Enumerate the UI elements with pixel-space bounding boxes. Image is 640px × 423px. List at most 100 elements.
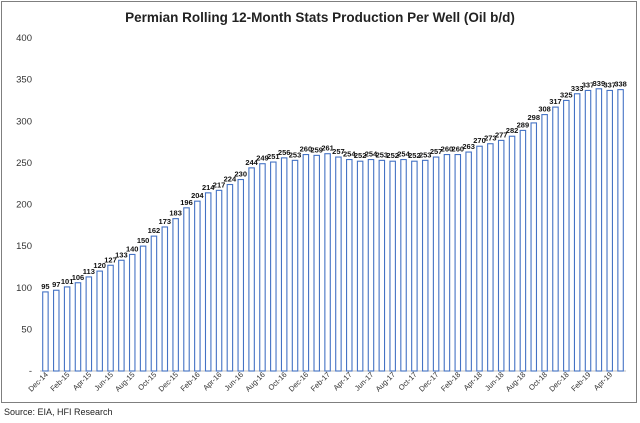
bar <box>335 156 342 372</box>
y-tick-label: 200 <box>16 200 32 211</box>
bar <box>497 139 505 372</box>
bar <box>530 122 538 372</box>
bar <box>421 159 429 372</box>
bar <box>204 192 212 372</box>
data-label: 282 <box>506 126 519 135</box>
x-tick-label: Feb-15 <box>48 370 71 393</box>
data-label: 338 <box>614 80 627 89</box>
data-label: 308 <box>538 105 551 114</box>
data-label: 256 <box>278 148 291 157</box>
chart-frame: Permian Rolling 12-Month Stats Productio… <box>1 1 637 403</box>
bar <box>172 218 179 372</box>
y-tick-label: 150 <box>16 241 32 252</box>
data-label: 333 <box>571 84 584 93</box>
bar <box>541 114 548 372</box>
bar <box>508 135 516 372</box>
bar <box>356 160 364 372</box>
x-tick-label: Jun-18 <box>483 370 506 393</box>
data-label: 244 <box>245 158 258 167</box>
data-label: 254 <box>397 150 410 159</box>
bar <box>215 189 223 372</box>
data-label: 214 <box>202 183 215 192</box>
data-label: 217 <box>213 180 226 189</box>
data-label: 260 <box>441 145 454 154</box>
bar <box>389 160 396 372</box>
data-label: 252 <box>408 151 421 160</box>
data-label: 97 <box>52 280 60 289</box>
data-label: 224 <box>224 175 237 184</box>
x-tick-label: Dec-18 <box>547 370 570 393</box>
bar <box>519 129 527 372</box>
data-label: 261 <box>321 144 334 153</box>
bar <box>465 151 472 372</box>
bar <box>53 289 60 372</box>
bar <box>302 154 310 372</box>
data-label: 127 <box>104 255 117 264</box>
data-label: 254 <box>365 150 378 159</box>
bar <box>606 89 613 372</box>
y-tick-label: 250 <box>16 158 32 169</box>
bar <box>161 226 169 372</box>
data-label: 252 <box>354 151 367 160</box>
data-label: 251 <box>267 152 280 161</box>
y-tick-label: 400 <box>16 33 32 44</box>
bar <box>595 88 603 372</box>
data-label: 339 <box>593 79 606 88</box>
data-label: 133 <box>115 250 128 259</box>
x-tick-label: Apr-15 <box>71 370 93 392</box>
data-label: 263 <box>462 142 475 151</box>
x-tick-label: Feb-18 <box>439 370 462 393</box>
bar <box>85 276 93 372</box>
data-label: 253 <box>289 150 302 159</box>
x-tick-label: Feb-17 <box>309 370 332 393</box>
x-tick-label: Aug-15 <box>113 370 136 393</box>
x-tick-label: Dec-16 <box>287 370 310 393</box>
y-tick-label: 50 <box>21 324 32 335</box>
x-tick-label: Jun-16 <box>223 370 246 393</box>
x-tick-label: Apr-16 <box>201 370 223 392</box>
data-label: 140 <box>126 244 139 253</box>
bar <box>128 253 136 372</box>
data-label: 337 <box>603 80 616 89</box>
bar <box>367 158 375 372</box>
x-tick-label: Feb-19 <box>569 370 592 393</box>
data-label: 259 <box>310 145 323 154</box>
bar <box>400 158 407 372</box>
x-tick-label: Aug-16 <box>243 370 266 393</box>
bar <box>617 89 624 372</box>
chart-title: Permian Rolling 12-Month Stats Productio… <box>125 10 515 25</box>
bar <box>118 259 125 372</box>
x-tick-label: Feb-16 <box>179 370 202 393</box>
bar <box>150 235 158 372</box>
data-label: 101 <box>61 277 74 286</box>
data-label: 106 <box>72 273 85 282</box>
data-label: 253 <box>376 150 389 159</box>
data-label: 204 <box>191 191 204 200</box>
bar <box>280 157 288 372</box>
bar <box>194 200 201 372</box>
data-label: 325 <box>560 90 573 99</box>
data-label: 95 <box>41 282 49 291</box>
data-label: 183 <box>169 209 182 218</box>
source-note: Source: EIA, HFI Research <box>4 407 113 417</box>
x-tick-label: Dec-15 <box>157 370 180 393</box>
y-tick-label: - <box>29 366 32 377</box>
bar <box>226 183 234 372</box>
bar <box>346 158 353 372</box>
data-label: 257 <box>332 147 345 156</box>
data-label: 254 <box>343 150 356 159</box>
data-label: 317 <box>549 97 562 106</box>
y-tick-label: 100 <box>16 283 32 294</box>
data-label: 257 <box>430 147 443 156</box>
bar <box>324 153 331 372</box>
bar <box>74 282 82 372</box>
data-label: 230 <box>235 170 248 179</box>
x-tick-label: Dec-17 <box>417 370 440 393</box>
x-tick-label: Jun-17 <box>353 370 376 393</box>
data-label: 173 <box>159 217 172 226</box>
y-tick-label: 300 <box>16 116 32 127</box>
plot-area: - 50 100 150 200 250 300 350 400 95 97 101106113120… <box>16 33 627 394</box>
bar <box>270 161 277 372</box>
bar <box>96 270 103 372</box>
x-tick-label: Apr-19 <box>592 370 614 392</box>
